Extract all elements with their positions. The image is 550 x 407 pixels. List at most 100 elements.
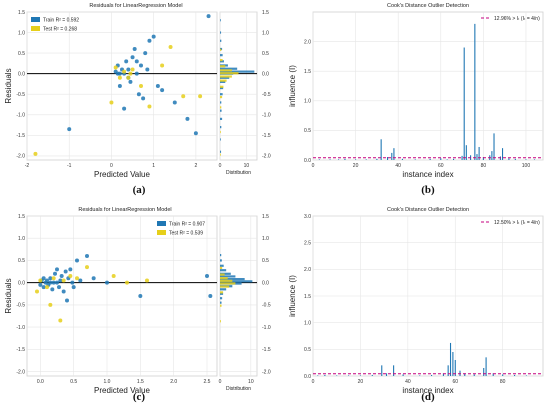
distribution-bar-train bbox=[220, 31, 222, 34]
y-tick-label: 1.5 bbox=[18, 10, 25, 16]
chart-title: Residuals for LinearRegression Model bbox=[78, 207, 171, 213]
y-tick-label: 0.5 bbox=[262, 51, 269, 57]
train-point bbox=[205, 274, 209, 278]
test-point bbox=[45, 285, 49, 290]
test-point bbox=[147, 104, 152, 109]
distribution-bar-train bbox=[220, 101, 222, 104]
train-point bbox=[115, 71, 120, 76]
distribution-bar-train bbox=[220, 76, 230, 79]
train-point bbox=[70, 280, 75, 285]
y-tick-label: -2.0 bbox=[262, 369, 271, 375]
x-tick-label: 10 bbox=[244, 163, 250, 169]
legend-swatch-train bbox=[157, 221, 166, 226]
distribution-bar-train bbox=[220, 280, 253, 283]
x-tick-label: 0 bbox=[312, 163, 315, 169]
test-point bbox=[85, 265, 89, 270]
train-point bbox=[41, 276, 46, 281]
test-point bbox=[113, 65, 118, 70]
test-point bbox=[61, 278, 66, 283]
x-tick-label: 0 bbox=[312, 379, 315, 385]
distribution-bar-train bbox=[220, 117, 223, 120]
train-point bbox=[151, 34, 156, 39]
train-point bbox=[55, 267, 59, 272]
plot-frame bbox=[26, 11, 218, 161]
train-point bbox=[48, 280, 53, 285]
x-tick-label: 40 bbox=[395, 163, 401, 169]
legend-entry: Test R² = 0.539 bbox=[169, 231, 203, 237]
test-point bbox=[126, 75, 131, 80]
x-tick-label: 20 bbox=[358, 379, 364, 385]
train-point bbox=[208, 294, 213, 298]
distribution-bar-train bbox=[220, 259, 222, 262]
y-tick-label: -1.0 bbox=[262, 325, 271, 331]
legend-entry: Train R² = 0.592 bbox=[43, 18, 79, 24]
train-point bbox=[61, 289, 66, 294]
train-point bbox=[139, 63, 143, 68]
x-tick-label: 2.5 bbox=[204, 379, 211, 385]
distribution-bar-train bbox=[220, 126, 222, 129]
test-point bbox=[117, 75, 122, 80]
panel-label: (a) bbox=[133, 184, 146, 196]
y-tick-label: -2.0 bbox=[262, 154, 271, 160]
y-tick-label: 0.0 bbox=[262, 71, 269, 77]
y-tick-label: 1.0 bbox=[304, 99, 311, 105]
test-point bbox=[125, 280, 129, 285]
x-tick-label: 20 bbox=[353, 163, 359, 169]
plot-frame bbox=[312, 11, 544, 161]
train-point bbox=[126, 67, 131, 72]
distribution-bar-test bbox=[220, 48, 222, 51]
test-point bbox=[181, 94, 186, 99]
chart-title: Cook's Distance Outlier Detection bbox=[387, 3, 469, 9]
distribution-bar-train bbox=[220, 292, 224, 295]
legend-entry: Train R² = 0.907 bbox=[169, 222, 205, 228]
distribution-bar-train bbox=[220, 288, 227, 291]
train-point bbox=[147, 38, 152, 43]
distribution-bar-train bbox=[220, 60, 224, 63]
distribution-bar-test bbox=[220, 85, 224, 88]
distribution-bar-train bbox=[220, 269, 227, 272]
legend-entry: Test R² = 0.268 bbox=[43, 27, 77, 33]
x-tick-label: 0.0 bbox=[37, 379, 44, 385]
y-tick-label: 0.5 bbox=[18, 258, 25, 264]
y-tick-label: 0.0 bbox=[304, 374, 311, 380]
y-tick-label: 0.0 bbox=[18, 71, 25, 77]
y-tick-label: 1.5 bbox=[304, 294, 311, 300]
distribution-bar-train bbox=[220, 275, 236, 278]
distribution-bar-test bbox=[220, 285, 230, 288]
x-tick-label: 80 bbox=[500, 379, 506, 385]
distribution-bar-test bbox=[220, 273, 225, 276]
train-point bbox=[59, 274, 64, 278]
train-point bbox=[51, 280, 56, 285]
distribution-bar-test bbox=[220, 291, 224, 294]
train-point bbox=[145, 67, 150, 72]
plot-frame bbox=[219, 215, 258, 377]
distribution-bar-train bbox=[220, 80, 226, 83]
train-point bbox=[75, 258, 79, 263]
distribution-bar-test bbox=[220, 65, 226, 68]
x-tick-label: -1 bbox=[67, 163, 72, 169]
distribution-label: Distribution bbox=[226, 386, 251, 392]
x-tick-label: 1 bbox=[152, 163, 155, 169]
test-point bbox=[109, 100, 114, 105]
x-axis-label: instance index bbox=[402, 170, 453, 179]
train-point bbox=[38, 282, 43, 287]
distribution-bar-train bbox=[220, 54, 223, 57]
y-tick-label: -1.0 bbox=[16, 113, 25, 119]
distribution-bar-test bbox=[220, 304, 222, 307]
x-tick-label: 60 bbox=[452, 379, 458, 385]
distribution-bar-test bbox=[220, 282, 236, 285]
train-point bbox=[58, 278, 63, 283]
y-tick-label: -2.0 bbox=[16, 154, 25, 160]
distribution-bar-train bbox=[220, 297, 223, 300]
plot-frame bbox=[219, 11, 258, 161]
distribution-bar-test bbox=[220, 106, 222, 109]
test-point bbox=[160, 63, 165, 68]
y-tick-label: 1.0 bbox=[18, 236, 25, 242]
y-tick-label: 0.5 bbox=[262, 258, 269, 264]
train-point bbox=[143, 51, 148, 56]
train-point bbox=[48, 276, 53, 281]
test-point bbox=[168, 44, 173, 49]
x-tick-label: 1.0 bbox=[104, 379, 111, 385]
train-point bbox=[206, 14, 211, 19]
